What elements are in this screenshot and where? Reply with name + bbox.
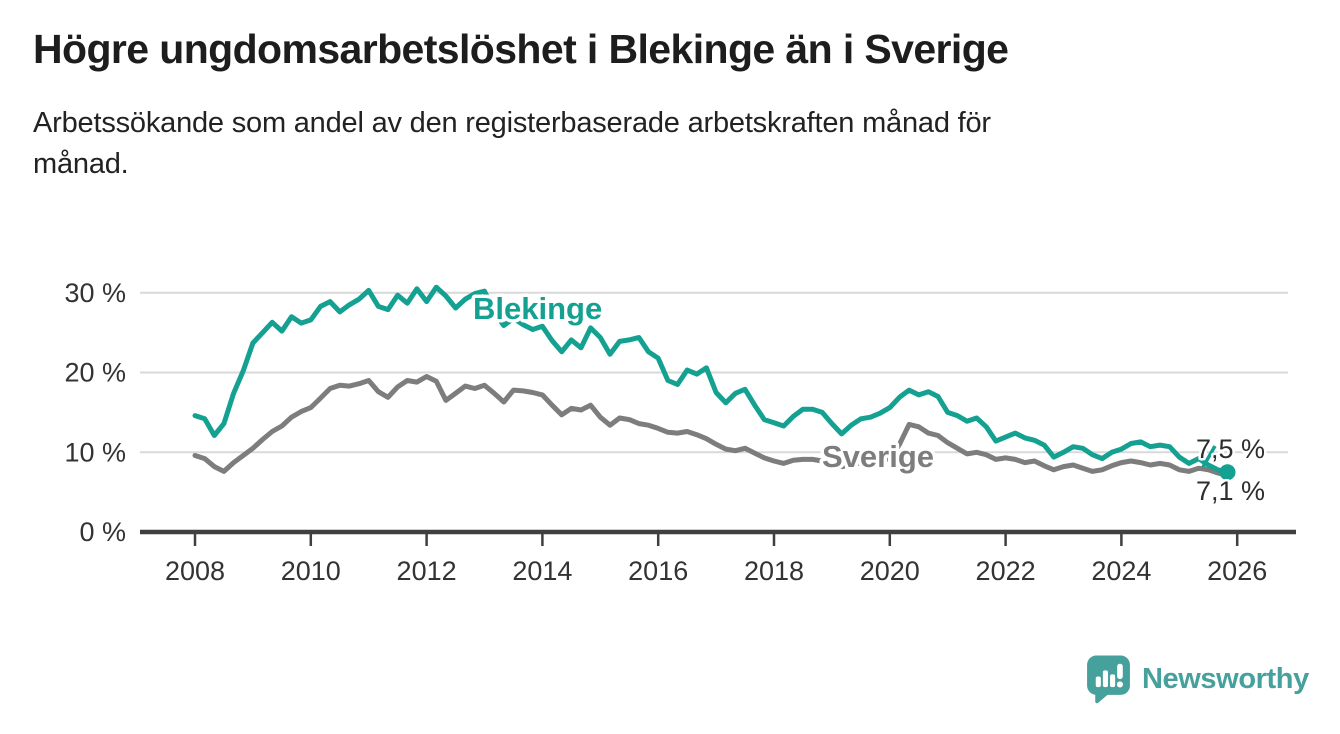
newsworthy-logo-icon [1087, 655, 1130, 704]
svg-text:2018: 2018 [744, 556, 804, 586]
blekinge-line-label: Blekinge [473, 291, 602, 326]
sverige-end-value: 7,1 % [1196, 476, 1265, 506]
end-label-connector [1201, 445, 1217, 468]
svg-text:2012: 2012 [397, 556, 457, 586]
brand-name: Newsworthy [1142, 662, 1309, 695]
svg-text:10 %: 10 % [64, 437, 126, 467]
svg-text:2010: 2010 [281, 556, 341, 586]
x-axis: 2008 2010 2012 2014 2016 2018 2020 2022 2024 2026 [140, 529, 1296, 586]
svg-text:2014: 2014 [512, 556, 572, 586]
page-subtitle: Arbetssökande som andel av den registerb… [33, 107, 991, 181]
blekinge-end-value: 7,5 % [1196, 434, 1265, 464]
gridlines [140, 291, 1288, 454]
header: Högre ungdomsarbetslöshet i Blekinge än … [33, 26, 1313, 185]
y-axis-labels: 0 % 10 % 20 % 30 % [64, 278, 126, 547]
svg-text:2026: 2026 [1207, 556, 1267, 586]
svg-text:2008: 2008 [165, 556, 225, 586]
page-title: Högre ungdomsarbetslöshet i Blekinge än … [33, 26, 1009, 72]
svg-text:2024: 2024 [1091, 556, 1151, 586]
svg-text:2022: 2022 [976, 556, 1036, 586]
svg-text:20 %: 20 % [64, 358, 126, 388]
sverige-line-label: Sverige [822, 439, 934, 474]
svg-text:2016: 2016 [628, 556, 688, 586]
svg-text:2020: 2020 [860, 556, 920, 586]
svg-text:30 %: 30 % [64, 278, 126, 308]
series-lines [192, 284, 1236, 481]
svg-text:0 %: 0 % [79, 517, 126, 547]
brand-footer: Newsworthy [1086, 654, 1309, 704]
